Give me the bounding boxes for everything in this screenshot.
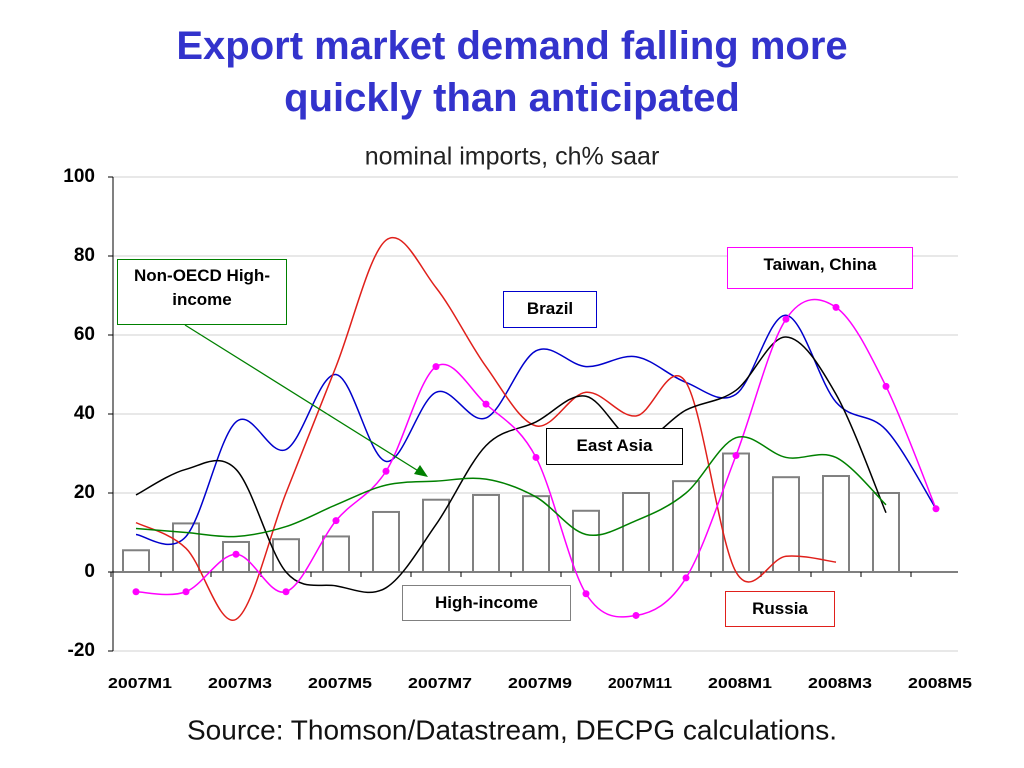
- line-marker: [232, 550, 240, 558]
- line-marker: [632, 611, 640, 619]
- bar: [572, 509, 600, 573]
- x-tick-label: 2008M1: [708, 675, 772, 692]
- bar: [372, 510, 400, 573]
- bar: [672, 480, 700, 573]
- y-tick-label: -20: [68, 640, 95, 661]
- series-label: Brazil: [503, 291, 597, 328]
- bar: [822, 475, 850, 574]
- line-marker: [582, 590, 590, 598]
- line-series: [135, 435, 887, 538]
- line-marker: [932, 505, 940, 513]
- y-tick-label: 100: [63, 166, 95, 187]
- x-tick-label: 2007M7: [408, 675, 472, 692]
- y-tick-label: 80: [74, 245, 95, 266]
- line-marker: [332, 517, 340, 525]
- bar: [772, 476, 800, 574]
- chart-subtitle: nominal imports, ch% saar: [365, 143, 660, 171]
- bar: [522, 495, 550, 573]
- x-tick-label: 2007M11: [608, 675, 672, 692]
- source-note: Source: Thomson/Datastream, DECPG calcul…: [187, 714, 837, 745]
- line-series: [135, 336, 887, 594]
- line-marker: [432, 363, 440, 371]
- bar: [272, 538, 300, 574]
- line-marker: [732, 451, 740, 459]
- arrow-line: [184, 324, 421, 473]
- arrow-head: [414, 465, 428, 477]
- line-marker: [482, 400, 490, 408]
- bar: [472, 493, 500, 574]
- y-tick-label: 0: [84, 561, 95, 582]
- line-marker: [132, 588, 140, 596]
- series-label: High-income: [402, 585, 571, 621]
- line-marker: [282, 588, 290, 596]
- line-marker: [882, 382, 890, 390]
- x-tick-label: 2008M5: [908, 675, 972, 692]
- line-marker: [532, 453, 540, 461]
- y-tick-label: 40: [74, 403, 95, 424]
- bar: [122, 549, 150, 574]
- series-label: Non-OECD High-income: [117, 259, 287, 325]
- bar: [322, 535, 350, 574]
- line-series: [135, 314, 937, 546]
- x-tick-label: 2008M3: [808, 675, 872, 692]
- series-label: East Asia: [546, 428, 683, 465]
- line-marker: [182, 588, 190, 596]
- line-marker: [782, 315, 790, 323]
- line-series: [135, 237, 837, 621]
- bar: [872, 492, 900, 573]
- x-tick-label: 2007M3: [208, 675, 272, 692]
- line-marker: [382, 467, 390, 475]
- x-tick-label: 2007M5: [308, 675, 372, 692]
- y-tick-label: 20: [74, 482, 95, 503]
- bar: [722, 452, 750, 573]
- chart-title: Export market demand falling more quickly…: [176, 24, 847, 120]
- x-tick-label: 2007M1: [108, 675, 172, 692]
- line-marker: [682, 574, 690, 582]
- series-label: Taiwan, China: [727, 247, 913, 289]
- line-marker: [832, 303, 840, 311]
- y-tick-label: 60: [74, 324, 95, 345]
- x-tick-label: 2007M9: [508, 675, 572, 692]
- bar: [622, 492, 650, 573]
- series-label: Russia: [725, 591, 835, 627]
